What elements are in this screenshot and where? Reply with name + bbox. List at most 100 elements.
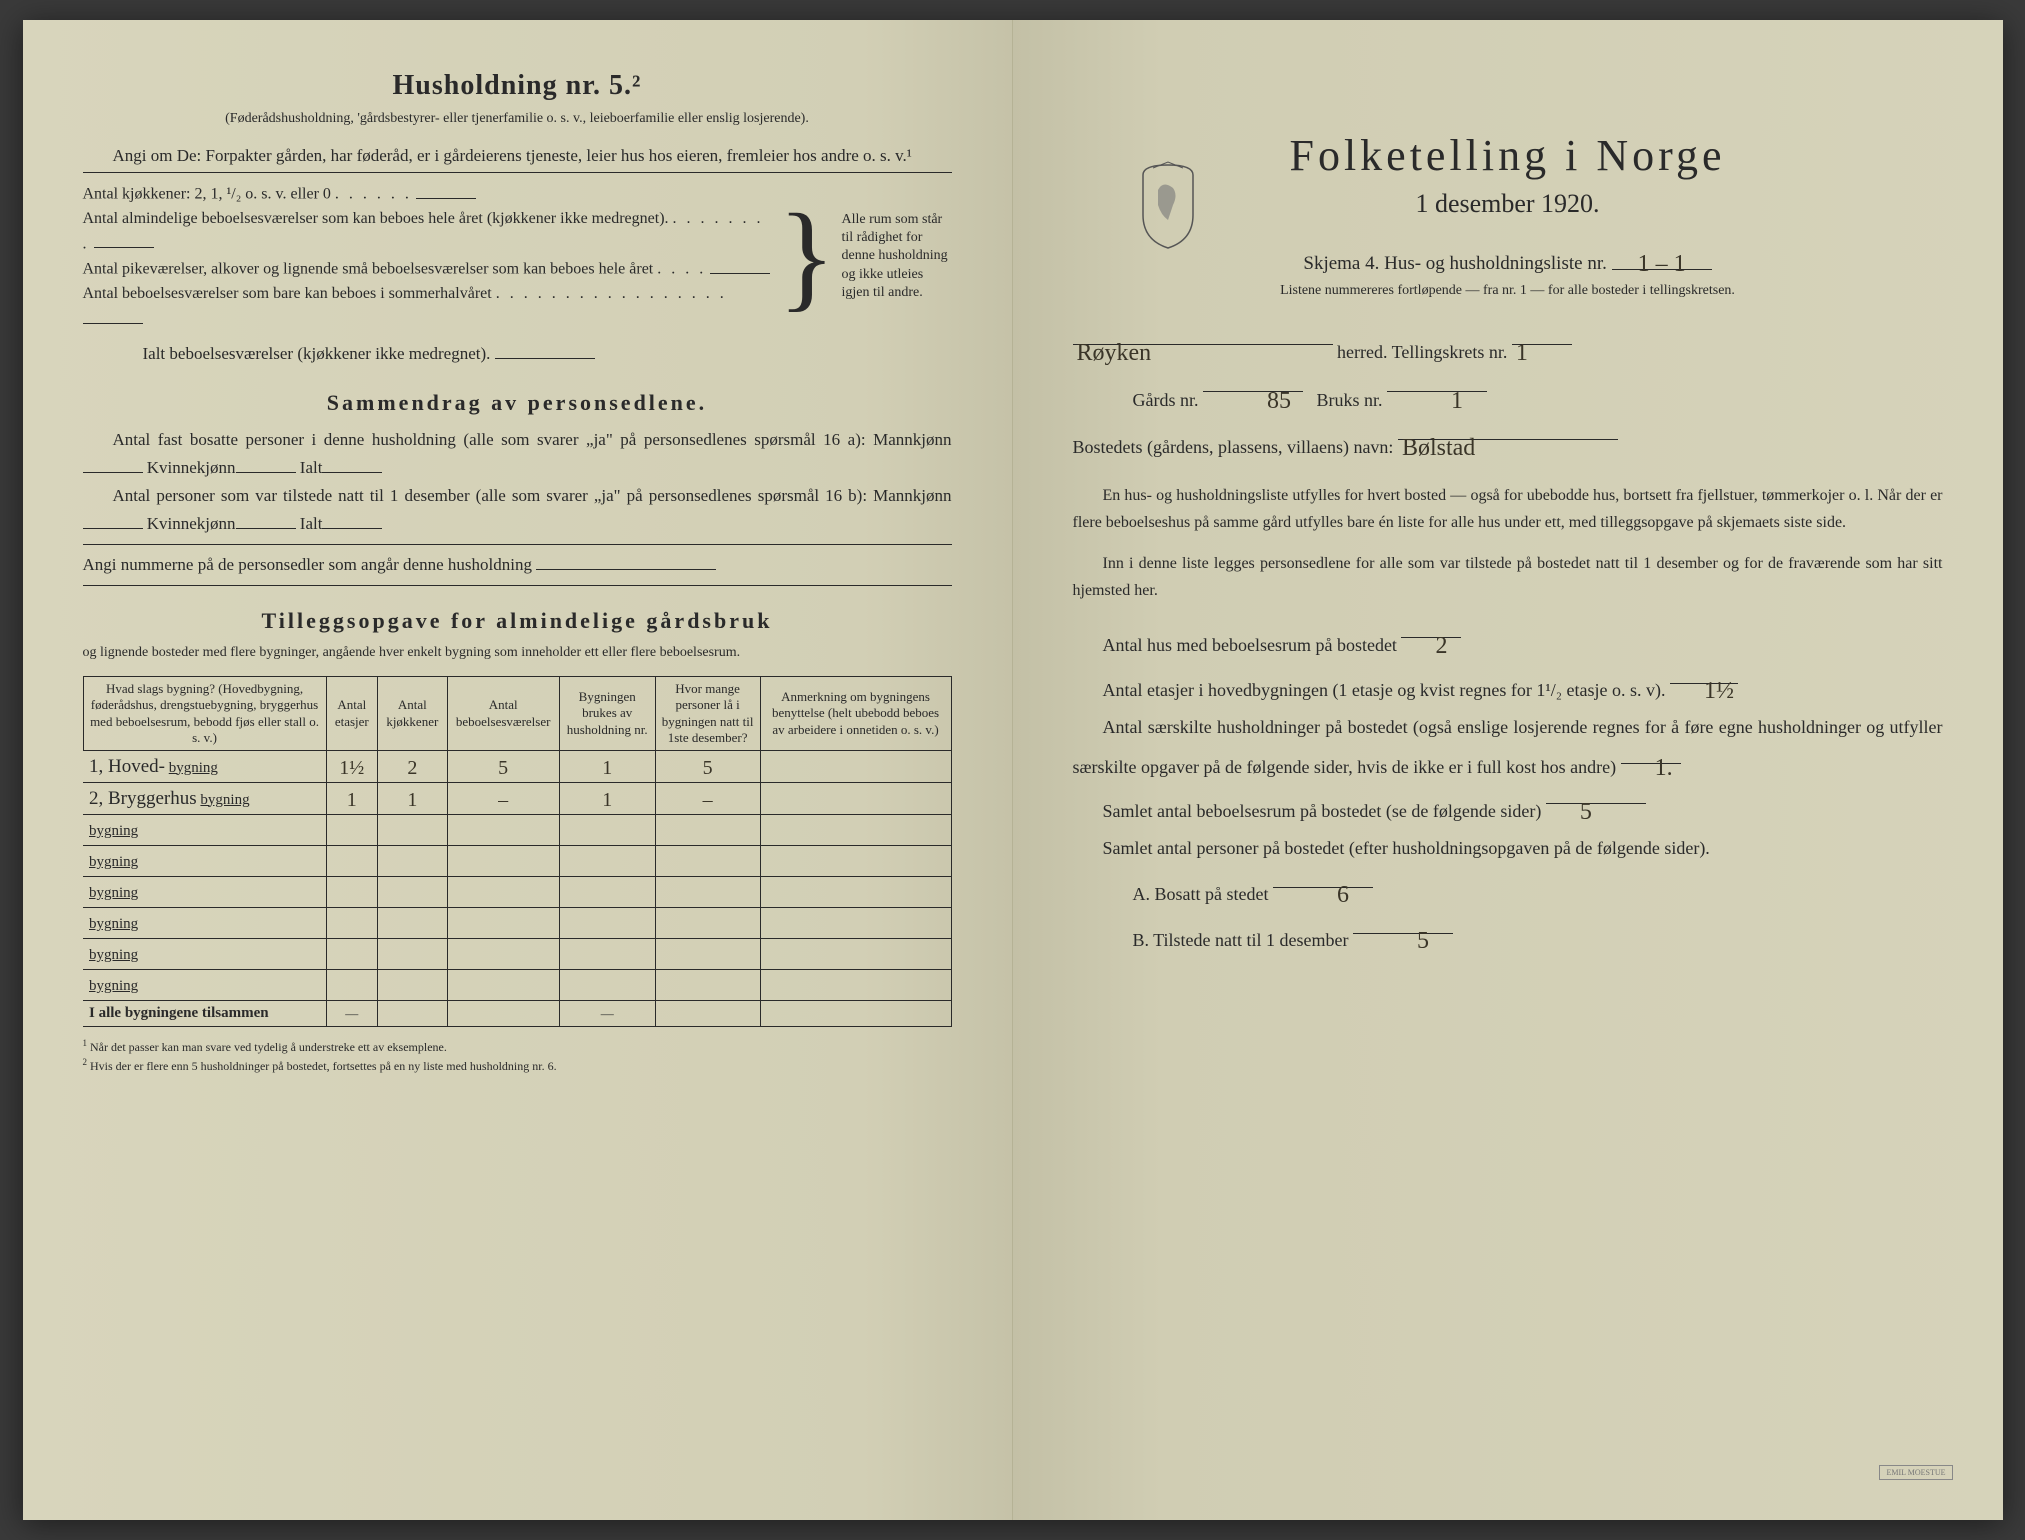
angi-num-line: Angi nummerne på de personsedler som ang… xyxy=(83,551,952,579)
table-cell xyxy=(760,970,951,1001)
row-label: bygning xyxy=(83,846,326,877)
table-row: bygning xyxy=(83,846,951,877)
printer-stamp: EMIL MOESTUE xyxy=(1879,1465,1952,1480)
table-cell xyxy=(760,815,951,846)
table-row: bygning xyxy=(83,815,951,846)
table-cell xyxy=(326,877,378,908)
households-value: 1. xyxy=(1651,755,1677,781)
document-spread: Husholdning nr. 5.² (Føderådshusholdning… xyxy=(23,20,2003,1520)
bosted-value: Bølstad xyxy=(1398,435,1479,461)
row-label: 1, Hoved- bygning xyxy=(83,751,326,783)
main-date: 1 desember 1920. xyxy=(1073,189,1943,219)
row-label: bygning xyxy=(83,939,326,970)
table-cell xyxy=(760,846,951,877)
bruk-value: 1 xyxy=(1447,388,1467,414)
sammendrag-title: Sammendrag av personsedlene. xyxy=(83,390,952,416)
table-row: bygning xyxy=(83,908,951,939)
summary-line-1: Antal fast bosatte personer i denne hush… xyxy=(83,426,952,482)
room-brace-section: Antal kjøkkener: 2, 1, ¹/₂ o. s. v. elle… xyxy=(83,181,952,331)
table-cell xyxy=(326,846,378,877)
table-cell xyxy=(378,815,448,846)
table-cell: – xyxy=(655,783,760,815)
table-cell xyxy=(378,846,448,877)
stat-rooms: Samlet antal beboelsesrum på bostedet (s… xyxy=(1073,785,1943,831)
row-label: bygning xyxy=(83,970,326,1001)
table-cell xyxy=(655,877,760,908)
rooms-value: 5 xyxy=(1576,799,1596,825)
table-row: 2, Bryggerhus bygning11–1– xyxy=(83,783,951,815)
total-label: I alle bygningene tilsammen xyxy=(83,1001,326,1027)
th-kjokken: Antal kjøkkener xyxy=(378,677,448,751)
bosted-line: Bostedets (gårdens, plassens, villaens) … xyxy=(1073,420,1943,468)
intro-text: Angi om De: Forpakter gården, har føderå… xyxy=(113,146,912,165)
heading-subnote: (Føderådshusholdning, 'gårdsbestyrer- el… xyxy=(83,110,952,128)
table-cell: – xyxy=(447,783,559,815)
table-cell xyxy=(655,970,760,1001)
table-cell: 5 xyxy=(655,751,760,783)
th-etasjer: Antal etasjer xyxy=(326,677,378,751)
stat-a: A. Bosatt på stedet 6 xyxy=(1073,868,1943,914)
table-cell xyxy=(760,908,951,939)
footnotes: 1 Når det passer kan man svare ved tydel… xyxy=(83,1037,952,1075)
room-line-2: Antal pikeværelser, alkover og lignende … xyxy=(83,261,654,278)
stat-households: Antal særskilte husholdninger på bostede… xyxy=(1073,710,1943,784)
th-type: Hvad slags bygning? (Hovedbygning, føder… xyxy=(83,677,326,751)
table-cell xyxy=(326,970,378,1001)
room-line-1: Antal almindelige beboelsesværelser som … xyxy=(83,210,669,227)
brace-note: Alle rum som står til rådighet for denne… xyxy=(842,211,952,302)
skjema-line: Skjema 4. Hus- og husholdningsliste nr. … xyxy=(1073,249,1943,275)
buildings-table: Hvad slags bygning? (Hovedbygning, føder… xyxy=(83,676,952,1027)
th-anmerk: Anmerkning om bygningens benyttelse (hel… xyxy=(760,677,951,751)
main-title: Folketelling i Norge xyxy=(1073,130,1943,181)
table-cell xyxy=(378,939,448,970)
floors-value: 1½ xyxy=(1700,678,1738,704)
table-cell xyxy=(378,970,448,1001)
table-cell: 1 xyxy=(326,783,378,815)
stat-b: B. Tilstede natt til 1 desember 5 xyxy=(1073,914,1943,960)
table-cell xyxy=(326,815,378,846)
stat-persons-label: Samlet antal personer på bostedet (efter… xyxy=(1073,830,1943,868)
table-cell: 1 xyxy=(559,783,655,815)
table-cell xyxy=(559,877,655,908)
th-hushold: Bygningen brukes av husholdning nr. xyxy=(559,677,655,751)
tillegg-title: Tilleggsopgave for almindelige gårdsbruk xyxy=(83,608,952,634)
table-cell xyxy=(326,908,378,939)
table-cell: 1 xyxy=(559,751,655,783)
table-cell xyxy=(655,846,760,877)
row-label: bygning xyxy=(83,815,326,846)
table-cell xyxy=(378,908,448,939)
krets-value: 1 xyxy=(1512,340,1532,366)
table-cell xyxy=(760,877,951,908)
table-row: bygning xyxy=(83,877,951,908)
table-cell xyxy=(447,970,559,1001)
list-nr-value: 1 – 1 xyxy=(1634,251,1690,277)
table-cell xyxy=(447,939,559,970)
table-cell xyxy=(326,939,378,970)
row-label: bygning xyxy=(83,908,326,939)
intro-line: Angi om De: Forpakter gården, har føderå… xyxy=(83,142,952,173)
table-cell xyxy=(655,815,760,846)
table-cell: 2 xyxy=(378,751,448,783)
coat-of-arms-icon xyxy=(1133,160,1203,250)
table-cell xyxy=(447,815,559,846)
table-cell xyxy=(378,877,448,908)
table-cell xyxy=(559,970,655,1001)
kitchen-line: Antal kjøkkener: 2, 1, ¹/₂ o. s. v. elle… xyxy=(83,186,331,203)
table-cell xyxy=(655,908,760,939)
curly-brace-icon: } xyxy=(772,199,842,313)
table-cell xyxy=(559,815,655,846)
table-cell xyxy=(447,846,559,877)
right-page: Folketelling i Norge 1 desember 1920. Sk… xyxy=(1013,20,2003,1520)
th-personer: Hvor mange personer lå i bygningen natt … xyxy=(655,677,760,751)
present-value: 5 xyxy=(1413,928,1433,954)
summary-line-2: Antal personer som var tilstede natt til… xyxy=(83,482,952,538)
houses-value: 2 xyxy=(1431,633,1451,659)
table-cell: 1½ xyxy=(326,751,378,783)
table-cell xyxy=(760,939,951,970)
para-2: Inn i denne liste legges personsedlene f… xyxy=(1073,550,1943,604)
row-label: bygning xyxy=(83,877,326,908)
table-cell xyxy=(760,751,951,783)
gard-line: Gårds nr. 85 Bruks nr. 1 xyxy=(1073,373,1943,421)
table-cell: 5 xyxy=(447,751,559,783)
table-cell xyxy=(447,908,559,939)
